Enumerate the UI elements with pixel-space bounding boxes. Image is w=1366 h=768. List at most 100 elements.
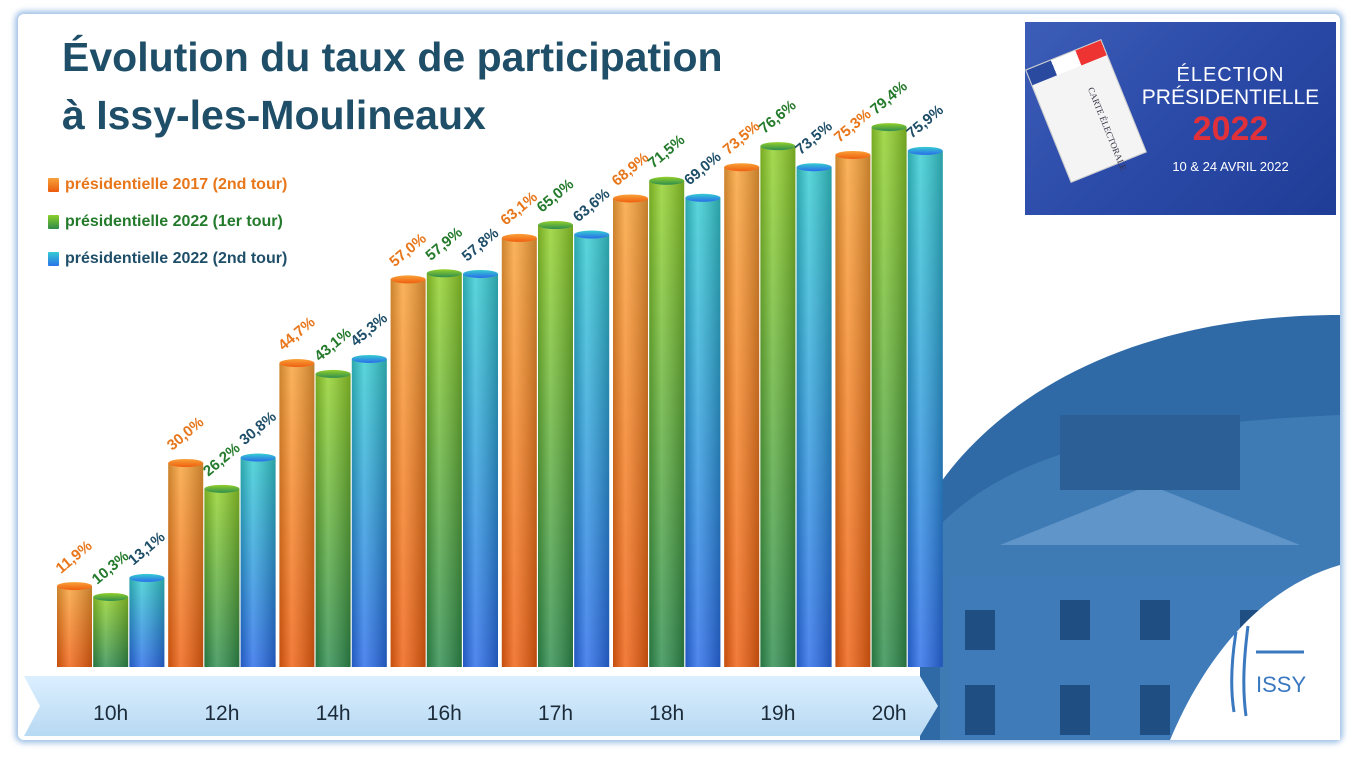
- bar-cap: [574, 230, 610, 239]
- bar-cap: [649, 176, 685, 185]
- value-label-2022-t1-12h: 26,2%: [200, 440, 244, 480]
- bar-shading: [279, 363, 315, 667]
- value-label-2022-t1-20h: 79,4%: [867, 78, 911, 118]
- category-label-12h: 12h: [204, 702, 239, 725]
- bar-shading: [463, 273, 498, 667]
- legend: présidentielle 2017 (2nd tour) président…: [48, 166, 287, 277]
- category-labels-group: 10h 12h 14h 16h 17h 18h 19h 20h: [93, 702, 906, 725]
- bar-cap: [685, 193, 721, 202]
- value-label-2017-17h: 63,1%: [497, 189, 541, 229]
- badge-line-1: ÉLECTION: [1176, 64, 1285, 86]
- legend-swatch-2017: [48, 177, 59, 192]
- bar-shading: [93, 596, 129, 667]
- value-label-2017-18h: 68,9%: [609, 149, 653, 189]
- category-label-10h: 10h: [93, 702, 128, 725]
- value-label-2022-t1-19h: 76,6%: [756, 97, 800, 137]
- bar-cap: [796, 163, 832, 172]
- bar-cap: [501, 233, 537, 242]
- bar-shading: [351, 358, 387, 667]
- value-label-2022-t1-16h: 57,9%: [422, 224, 466, 264]
- bar-shading: [315, 373, 351, 667]
- legend-label-2022-t2: présidentielle 2022 (2nd tour): [65, 249, 288, 267]
- value-label-2022-t2-16h: 57,8%: [459, 225, 503, 265]
- x-axis-band: [24, 676, 938, 736]
- bar-shading: [760, 146, 796, 667]
- bar-shading: [796, 167, 832, 667]
- bar-cap: [129, 573, 165, 582]
- svg-text:ISSY: ISSY: [1256, 672, 1306, 697]
- value-label-2017-20h: 75,3%: [831, 106, 875, 146]
- value-label-2022-t2-14h: 45,3%: [347, 310, 391, 350]
- legend-item-2022-t2: présidentielle 2022 (2nd tour): [48, 240, 287, 277]
- value-label-2017-10h: 11,9%: [53, 537, 96, 577]
- bar-shading: [685, 197, 721, 668]
- category-label-20h: 20h: [872, 702, 907, 725]
- bar-cap: [168, 459, 204, 467]
- badge-line-2: PRÉSIDENTIELLE: [1141, 86, 1320, 109]
- value-label-2022-t2-10h: 13,1%: [125, 529, 169, 569]
- bar-shading: [426, 273, 462, 667]
- bars-group: [57, 123, 943, 668]
- bar-cap: [57, 582, 92, 591]
- issy-logo: ISSY: [1230, 625, 1306, 717]
- bar-cap: [613, 194, 648, 203]
- bar-shading: [57, 586, 92, 667]
- bar-shading: [835, 154, 871, 667]
- bar-shading: [501, 237, 537, 668]
- bar-shading: [129, 577, 165, 667]
- bar-cap: [279, 359, 315, 368]
- legend-item-2017: présidentielle 2017 (2nd tour): [48, 166, 287, 203]
- value-label-2022-t2-20h: 75,9%: [903, 102, 947, 142]
- title-line-2: à Issy-les-Moulineaux: [62, 92, 486, 138]
- value-label-2022-t1-14h: 43,1%: [311, 325, 355, 365]
- bar-shading: [538, 225, 573, 667]
- bar-cap: [351, 354, 387, 363]
- value-label-2022-t1-17h: 65,0%: [534, 176, 578, 216]
- value-label-2022-t2-17h: 63,6%: [570, 185, 614, 225]
- value-label-2017-12h: 30,0%: [164, 414, 208, 454]
- title-line-1: Évolution du taux de participation: [62, 34, 723, 80]
- bar-shading: [240, 457, 276, 667]
- bar-cap: [538, 221, 573, 229]
- bar-cap: [240, 453, 276, 462]
- bar-cap: [724, 163, 760, 172]
- badge-dates: 10 & 24 AVRIL 2022: [1172, 159, 1289, 174]
- bar-cap: [204, 484, 240, 493]
- chart-title: Évolution du taux de participation à Iss…: [62, 28, 822, 144]
- bar-cap: [871, 123, 907, 132]
- bar-cap: [390, 275, 426, 284]
- bar-cap: [463, 269, 498, 278]
- value-label-2022-t2-12h: 30,8%: [236, 408, 280, 448]
- legend-item-2022-t1: présidentielle 2022 (1er tour): [48, 203, 287, 240]
- bar-shading: [204, 488, 240, 667]
- legend-swatch-2022-t2: [48, 251, 59, 266]
- bar-shading: [574, 234, 610, 667]
- legend-label-2022-t1: présidentielle 2022 (1er tour): [65, 212, 283, 230]
- bar-cap: [835, 150, 871, 159]
- bar-cap: [426, 269, 462, 278]
- bar-shading: [871, 127, 907, 667]
- category-label-17h: 17h: [538, 702, 573, 725]
- bar-shading: [613, 198, 648, 668]
- value-label-2022-t2-19h: 73,5%: [792, 118, 836, 158]
- badge-year: 2022: [1192, 110, 1269, 148]
- value-label-2022-t1-18h: 71,5%: [645, 131, 689, 171]
- legend-swatch-2022-t1: [48, 214, 59, 229]
- value-label-2022-t1-10h: 10,3%: [89, 548, 133, 588]
- election-badge: CARTE ÉLECTORALE ÉLECTION PRÉSIDENTIELLE…: [1025, 22, 1336, 215]
- bar-cap: [760, 142, 796, 151]
- category-label-19h: 19h: [760, 702, 795, 725]
- category-label-14h: 14h: [316, 702, 351, 725]
- value-label-2022-t2-18h: 69,0%: [681, 148, 725, 188]
- category-label-16h: 16h: [427, 702, 462, 725]
- category-label-18h: 18h: [649, 702, 684, 725]
- value-label-2017-14h: 44,7%: [275, 314, 319, 354]
- bar-shading: [168, 463, 204, 667]
- bar-shading: [649, 180, 685, 668]
- legend-label-2017: présidentielle 2017 (2nd tour): [65, 175, 288, 193]
- bar-cap: [315, 369, 351, 378]
- bar-cap: [907, 146, 943, 155]
- bar-shading: [390, 279, 426, 667]
- bar-cap: [93, 592, 129, 601]
